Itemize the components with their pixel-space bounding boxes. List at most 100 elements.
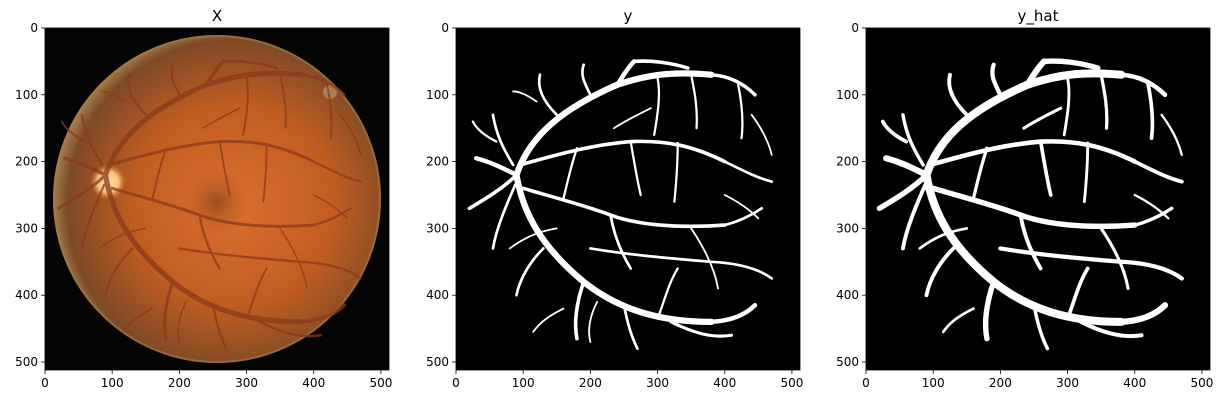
vessel-segment (690, 227, 719, 290)
vessel-segment (163, 280, 175, 341)
vessel-segment (177, 301, 187, 343)
panel-title-x: X (212, 7, 222, 25)
y-tick-label: 500 (426, 355, 449, 369)
y-tick-label: 400 (836, 288, 859, 302)
vessel-segment (723, 194, 760, 220)
y-tick-label: 200 (836, 155, 859, 169)
vessel-segment (245, 267, 268, 320)
x-tick-label: 100 (922, 376, 945, 390)
axes-frame (865, 27, 1211, 371)
vessel-segment (211, 304, 228, 350)
vessel-segment (312, 207, 352, 227)
vessel-segment (982, 279, 997, 342)
x-tick-label: 300 (646, 376, 669, 390)
vessel-segment (121, 307, 154, 333)
vessel-segment (326, 83, 333, 140)
vessel-segment (1038, 139, 1053, 197)
mask-vessels-y (467, 59, 774, 350)
x-tick-label: 200 (168, 376, 191, 390)
vessel-segment (471, 120, 498, 143)
vessel-segment (1032, 303, 1050, 351)
vessel-segment (589, 247, 774, 280)
vessel-segment (298, 73, 346, 97)
vessel-segment (1160, 113, 1183, 157)
vessel-segment (1062, 76, 1071, 137)
vessel-segment (880, 119, 909, 144)
vessel-segment (242, 77, 249, 136)
vessel-segment (573, 280, 586, 341)
vessel-segment (127, 73, 147, 116)
axes-frame (455, 27, 801, 371)
vessel-segment (653, 76, 661, 136)
y-tick-label: 400 (426, 288, 449, 302)
vessel-segment (723, 207, 764, 227)
vessel-segment (1082, 141, 1090, 204)
x-tick-label: 400 (302, 376, 325, 390)
vessel-segment (258, 320, 322, 338)
vessel-segment (883, 155, 930, 179)
vessel-segment (202, 107, 241, 129)
vessel-segment (298, 303, 346, 324)
x-tick-label: 100 (101, 376, 124, 390)
x-tick-label: 300 (1056, 376, 1079, 390)
vessel-segment (580, 63, 592, 97)
vessel-segment (467, 173, 519, 211)
vessel-segment (1022, 106, 1063, 130)
vessel-segment (1133, 193, 1170, 220)
vessel-segment (537, 73, 559, 117)
y-tick-label: 0 (441, 21, 449, 35)
x-tick-label: 0 (452, 376, 460, 390)
vessel-segment (656, 267, 679, 320)
y-tick-label: 100 (836, 88, 859, 102)
x-tick-label: 500 (780, 376, 803, 390)
y-tick-label: 500 (15, 355, 38, 369)
vessel-segment (562, 147, 579, 200)
vessel-segment (221, 59, 279, 70)
fundus-rim (53, 35, 381, 363)
vessel-segment (737, 83, 744, 140)
vessel-segment (609, 213, 633, 270)
mask-vessels-y-hat (876, 58, 1184, 351)
vessel-segment (947, 72, 969, 117)
y-tick-label: 100 (426, 88, 449, 102)
vessel-segment (998, 246, 1184, 281)
vessel-segment (1099, 226, 1130, 291)
x-tick-label: 300 (235, 376, 258, 390)
vessel-segment (1119, 72, 1168, 98)
vessel-segment (622, 303, 639, 350)
vessel-segment (924, 246, 956, 298)
vessel-segment (901, 113, 925, 167)
vessel-segment (512, 90, 538, 103)
vessel-segment (1146, 82, 1155, 141)
vessel-segment (1065, 266, 1090, 321)
vessel-segment (218, 140, 231, 196)
vessel-segment (876, 172, 930, 212)
vessel-segment (588, 300, 598, 343)
vessel-segment (612, 107, 652, 130)
vessel-segment (1018, 213, 1043, 271)
x-tick-label: 500 (369, 376, 392, 390)
panel-title-y-hat: y_hat (1018, 7, 1059, 26)
vessel-segment (669, 320, 734, 338)
vessel-segment (1078, 319, 1144, 339)
vessel-segment (262, 141, 268, 203)
x-tick-label: 100 (512, 376, 535, 390)
vessel-segment (63, 156, 108, 177)
vessel-segment (1099, 73, 1109, 130)
vessel-segment (178, 247, 362, 280)
vessel-segment (56, 173, 107, 210)
axes-frame (44, 27, 390, 371)
fundus-vessels (56, 59, 362, 350)
x-tick-label: 0 (41, 376, 49, 390)
x-tick-label: 200 (579, 376, 602, 390)
vessel-segment (615, 59, 637, 88)
vessel-segment (104, 247, 134, 297)
vessel-segment (918, 227, 969, 250)
vessel-segment (532, 307, 565, 333)
vessel-segment (723, 160, 774, 183)
